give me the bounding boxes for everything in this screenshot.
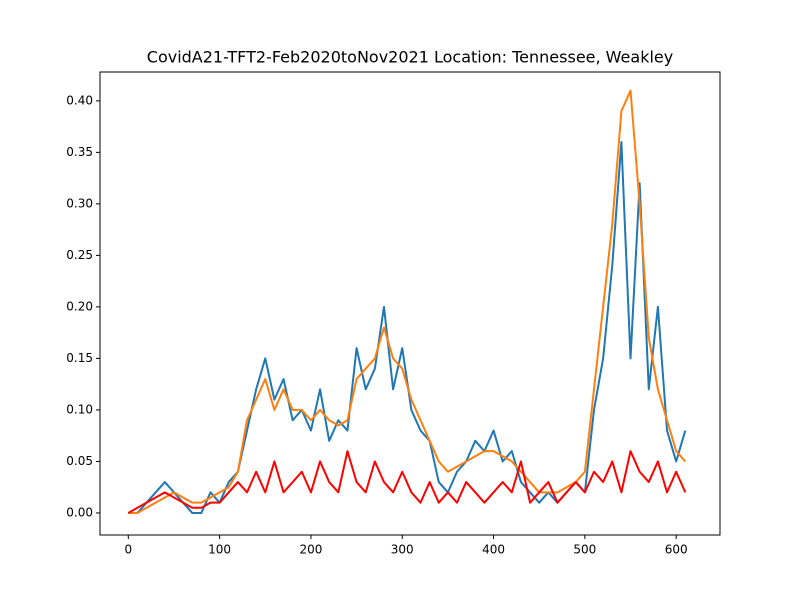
x-tick-label: 200 [299, 543, 322, 557]
y-tick-label: 0.30 [66, 196, 93, 210]
x-tick-label: 600 [665, 543, 688, 557]
y-tick-label: 0.10 [66, 402, 93, 416]
chart-title: CovidA21-TFT2-Feb2020toNov2021 Location:… [147, 48, 673, 67]
x-tick-label: 500 [573, 543, 596, 557]
x-tick-label: 400 [482, 543, 505, 557]
y-tick-label: 0.20 [66, 299, 93, 313]
y-tick-label: 0.40 [66, 93, 93, 107]
y-tick-label: 0.35 [66, 145, 93, 159]
series-line [128, 89, 687, 514]
y-tick-label: 0.25 [66, 248, 93, 262]
x-tick-label: 300 [391, 543, 414, 557]
y-tick-label: 0.00 [66, 505, 93, 519]
plot-frame [99, 71, 721, 536]
y-tick-label: 0.15 [66, 351, 93, 365]
x-tick-label: 0 [124, 543, 132, 557]
y-tick-label: 0.05 [66, 454, 93, 468]
series-line [128, 141, 687, 514]
x-tick-label: 100 [208, 543, 231, 557]
series-line [127, 450, 687, 514]
